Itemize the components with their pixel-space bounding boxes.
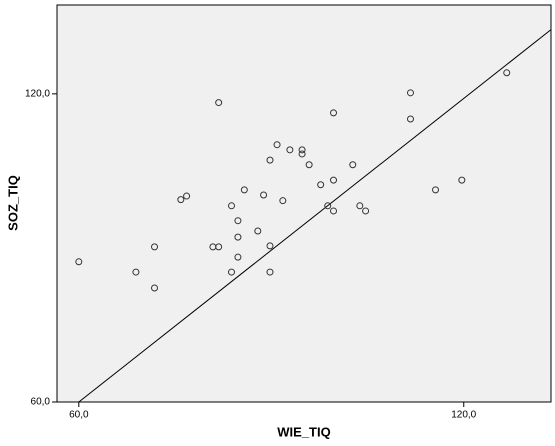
point (298, 150, 306, 158)
point (406, 89, 414, 97)
point (324, 202, 332, 210)
x-axis-title: WIE_TIQ (277, 424, 330, 439)
point (240, 186, 248, 194)
point (330, 109, 338, 117)
point (151, 243, 159, 251)
point (228, 202, 236, 210)
point (228, 268, 236, 276)
point (260, 191, 268, 199)
point (234, 233, 242, 241)
point (266, 242, 274, 250)
point (132, 268, 140, 276)
y-tick-label: 60,0 (31, 397, 51, 408)
point (356, 202, 364, 210)
y-tick-label: 120,0 (25, 88, 50, 99)
point (317, 181, 325, 189)
point (432, 186, 440, 194)
point (234, 217, 242, 225)
point (75, 258, 83, 266)
point (234, 253, 242, 261)
point (362, 207, 370, 215)
point (330, 176, 338, 184)
reference-line (78, 29, 552, 403)
point (458, 176, 466, 184)
point (503, 69, 511, 77)
point (151, 284, 159, 292)
x-tick-label: 60,0 (69, 410, 89, 421)
point (349, 161, 357, 169)
point (279, 197, 287, 205)
y-axis-title: SOZ_TIQ (5, 175, 20, 231)
point (215, 99, 223, 107)
point (298, 146, 306, 154)
plot-area (56, 4, 552, 403)
point (266, 156, 274, 164)
point (254, 227, 262, 235)
point (330, 207, 338, 215)
point (183, 192, 191, 200)
x-tick-label: 120,0 (451, 410, 476, 421)
point (286, 146, 294, 154)
point (215, 243, 223, 251)
point (305, 161, 313, 169)
point (177, 196, 185, 204)
point (273, 141, 281, 149)
point (406, 115, 414, 123)
point (266, 268, 274, 276)
